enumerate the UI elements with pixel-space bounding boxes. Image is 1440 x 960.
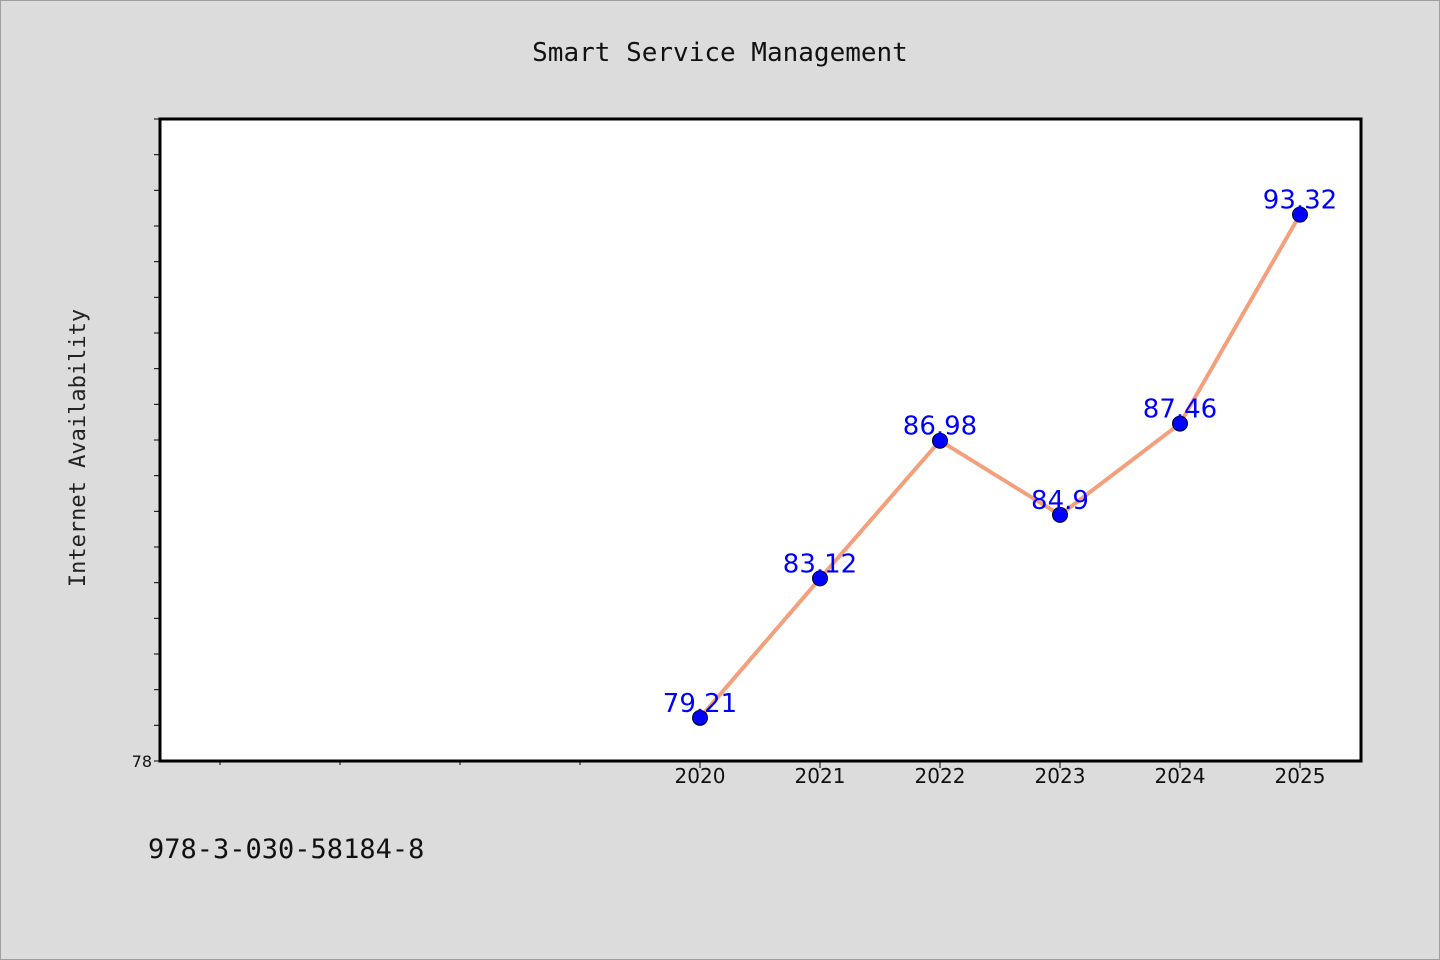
axis-ticks: 78 2020 2021 2022 2023 2024 2025: [132, 118, 1326, 788]
data-label: 84.9: [1031, 486, 1089, 516]
x-tick-label: 2021: [795, 764, 846, 788]
y-tick-label: 78: [132, 752, 152, 771]
series-layer: [692, 206, 1308, 726]
x-tick-label: 2022: [915, 764, 966, 788]
data-label: 79.21: [663, 689, 737, 719]
labels-layer: 79.21 83.12 86.98 84.9 87.46 93.32: [663, 186, 1337, 719]
data-point: [932, 432, 948, 449]
x-tick-label: 2023: [1035, 764, 1086, 788]
chart-title: Smart Service Management: [532, 38, 908, 68]
y-axis-label: Internet Availability: [66, 309, 91, 587]
data-label: 86.98: [903, 412, 977, 442]
plot-area: [160, 119, 1361, 761]
x-tick-label: 2020: [675, 764, 726, 788]
data-label: 93.32: [1263, 186, 1337, 216]
data-point: [1172, 415, 1188, 432]
series-line: [698, 213, 1302, 720]
data-point: [812, 570, 828, 587]
data-label: 87.46: [1143, 395, 1217, 425]
data-point: [1292, 206, 1308, 223]
data-label: 83.12: [783, 549, 857, 579]
plot-border: [158, 117, 1363, 763]
data-point: [1052, 506, 1068, 523]
footer-text: 978-3-030-58184-8: [148, 834, 425, 865]
data-point: [692, 709, 708, 726]
x-tick-label: 2024: [1155, 764, 1206, 788]
x-tick-label: 2025: [1275, 764, 1326, 788]
